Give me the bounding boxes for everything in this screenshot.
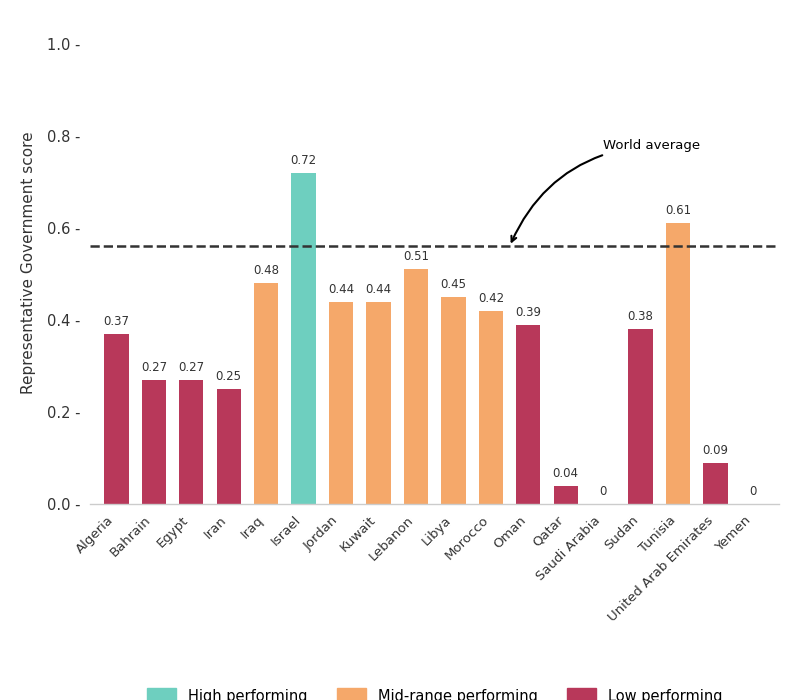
Bar <box>703 463 728 504</box>
Text: 0.37: 0.37 <box>103 315 130 328</box>
Text: 0.44: 0.44 <box>328 283 354 295</box>
Text: 0.39: 0.39 <box>515 306 542 318</box>
Bar <box>478 311 503 504</box>
Text: 0.61: 0.61 <box>665 204 691 217</box>
Bar <box>666 223 690 504</box>
Text: 0.38: 0.38 <box>628 310 654 323</box>
Text: 0.42: 0.42 <box>478 292 504 304</box>
Text: 0.04: 0.04 <box>553 467 578 480</box>
Text: 0.44: 0.44 <box>366 283 391 295</box>
Bar <box>629 329 653 504</box>
Bar <box>142 380 166 504</box>
Text: 0.45: 0.45 <box>440 278 466 291</box>
Legend: High performing, Mid-range performing, Low performing: High performing, Mid-range performing, L… <box>140 680 730 700</box>
Bar <box>442 297 466 504</box>
Bar <box>104 334 129 504</box>
Bar <box>554 486 578 504</box>
Text: 0: 0 <box>599 485 607 498</box>
Y-axis label: Representative Government score: Representative Government score <box>21 131 36 393</box>
Text: 0.48: 0.48 <box>253 264 279 277</box>
Text: 0.72: 0.72 <box>290 154 317 167</box>
Bar <box>329 302 354 504</box>
Bar <box>404 270 428 504</box>
Text: 0.27: 0.27 <box>178 360 204 374</box>
Bar <box>291 173 316 504</box>
Text: 0.09: 0.09 <box>702 444 729 456</box>
Text: 0.27: 0.27 <box>141 360 167 374</box>
Text: 0.25: 0.25 <box>216 370 242 383</box>
Bar <box>179 380 203 504</box>
Bar <box>366 302 390 504</box>
Text: World average: World average <box>511 139 700 241</box>
Bar <box>217 389 241 504</box>
Bar <box>254 283 278 504</box>
Bar <box>516 325 541 504</box>
Text: 0: 0 <box>750 485 757 498</box>
Text: 0.51: 0.51 <box>403 251 429 263</box>
